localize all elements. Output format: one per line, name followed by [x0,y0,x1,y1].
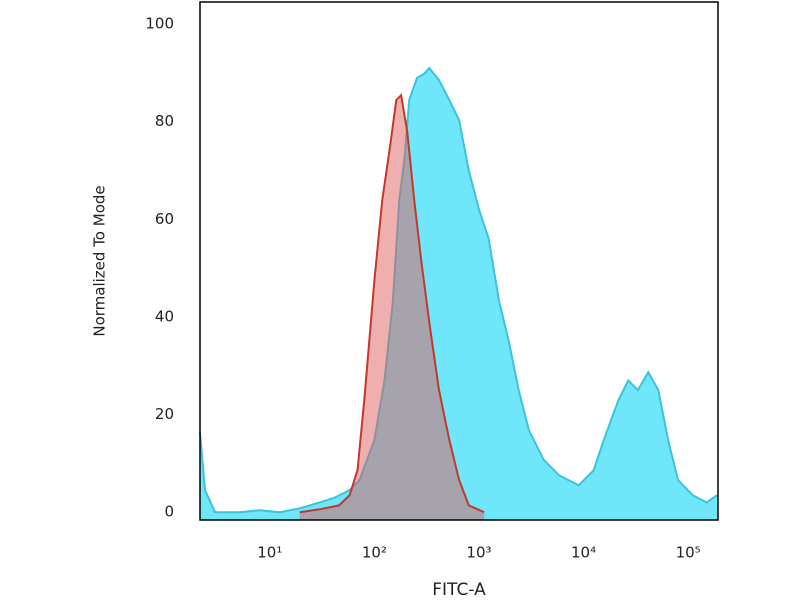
x-tick-label: 10¹ [257,544,282,562]
area-outline [199,66,718,514]
plot-frame [199,1,719,521]
x-tick-label: 10⁵ [676,544,701,562]
area [200,67,718,521]
x-axis-label: FITC-A [432,580,486,600]
area [299,95,485,520]
y-tick-label: 100 [145,14,174,32]
x-tick-label: 10² [362,544,387,562]
y-tick-label: 40 [155,307,174,325]
y-axis-label: Normalized To Mode [91,185,109,336]
y-tick-label: 20 [155,405,174,423]
y-tick-label: 80 [155,112,174,130]
x-tick-label: 10⁴ [571,544,596,562]
area-outline [299,93,485,514]
x-tick-label: 10³ [466,544,491,562]
y-tick-label: 60 [155,210,174,228]
y-tick-label: 0 [164,503,174,521]
